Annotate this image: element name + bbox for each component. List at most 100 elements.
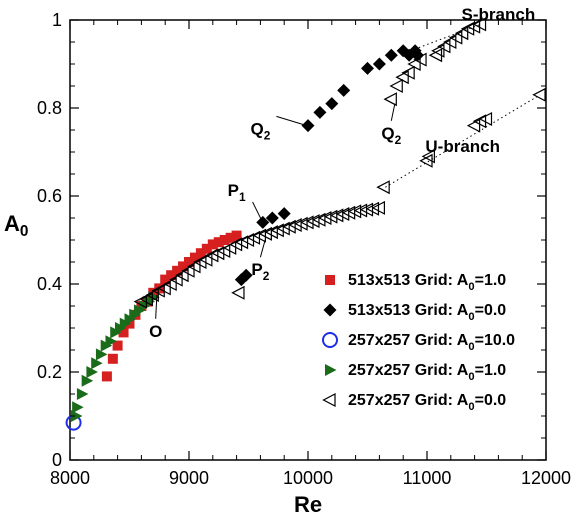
data-point — [294, 216, 308, 231]
data-point — [252, 228, 266, 243]
data-point — [246, 230, 261, 245]
data-point — [133, 294, 147, 309]
data-point — [256, 215, 270, 229]
y-axis-title: A0 — [4, 211, 28, 240]
data-point — [213, 237, 224, 248]
data-point — [532, 87, 546, 102]
data-point — [107, 353, 118, 364]
data-point — [337, 83, 351, 97]
annotation-label: P1 — [228, 181, 246, 204]
annotation-leader — [252, 201, 263, 221]
data-point — [91, 357, 103, 370]
data-point — [178, 261, 189, 272]
axes: 8000 9000 10000 11000 12000 0 0.2 0.4 0.6 0.8 1 Re A… — [4, 10, 571, 516]
data-point — [312, 212, 326, 227]
annotation-leader — [155, 294, 158, 319]
data-point — [384, 48, 398, 62]
legend-label: 513x513 Grid: A0=0.0 — [348, 302, 506, 323]
legend-marker — [323, 303, 337, 317]
data-point — [288, 218, 302, 233]
data-point — [201, 243, 212, 254]
data-point — [219, 235, 230, 245]
data-point — [105, 335, 117, 348]
legend-label: 513x513 Grid: A0=1.0 — [348, 272, 506, 293]
data-point — [466, 118, 481, 133]
data-point — [389, 79, 403, 93]
annotation-label: Q2 — [250, 119, 270, 142]
series-0 — [101, 230, 242, 382]
data-point — [365, 201, 380, 216]
dotted-lines — [385, 23, 541, 188]
data-point — [181, 263, 195, 278]
data-point — [371, 200, 385, 215]
data-point — [359, 202, 374, 217]
data-point — [335, 207, 350, 222]
annotation-label: S-branch — [462, 5, 536, 24]
series-4 — [133, 17, 546, 309]
data-point — [76, 388, 89, 400]
x-tick-label: 12000 — [521, 468, 571, 488]
data-point — [270, 223, 284, 238]
data-point — [231, 285, 245, 300]
data-point — [172, 265, 183, 276]
data-point — [318, 211, 332, 225]
data-point — [410, 48, 424, 62]
data-point — [329, 208, 344, 223]
data-point — [160, 274, 171, 285]
data-point — [347, 204, 362, 219]
data-point — [372, 57, 386, 71]
data-point — [265, 211, 279, 225]
data-point — [189, 252, 200, 263]
legend-marker — [325, 275, 335, 285]
x-tick-label: 11000 — [403, 468, 452, 488]
x-axis-title: Re — [294, 492, 322, 516]
data-point — [325, 97, 339, 111]
data-point — [421, 149, 435, 164]
data-point — [478, 112, 493, 126]
data-point — [184, 257, 194, 267]
data-point — [240, 233, 255, 247]
data-point — [264, 225, 278, 240]
dotted-line — [385, 94, 541, 188]
data-point — [300, 215, 314, 230]
legend-label: 257x257 Grid: A0=0.0 — [348, 392, 506, 413]
data-point — [431, 43, 445, 58]
annotation-label: U-branch — [425, 137, 500, 156]
data-point — [157, 281, 171, 296]
data-point — [139, 292, 153, 307]
data-point — [166, 270, 177, 281]
data-point — [86, 366, 98, 378]
data-point — [276, 221, 290, 236]
data-point — [353, 203, 368, 218]
annotations: S-branch U-branch Q2 Q2 P1 P2 O — [149, 5, 535, 341]
data-point — [413, 52, 427, 67]
data-point — [383, 92, 397, 107]
annotation-label: O — [149, 322, 162, 341]
data-point — [70, 410, 83, 422]
data-point — [454, 26, 469, 41]
x-tick-label: 10000 — [283, 468, 333, 488]
data-point — [175, 268, 189, 283]
data-point — [112, 340, 123, 351]
data-point — [282, 219, 296, 234]
data-point — [210, 246, 225, 261]
annotation-label: Q2 — [381, 124, 401, 147]
data-point — [205, 248, 219, 263]
data-point — [460, 21, 475, 36]
data-point — [407, 57, 421, 71]
data-point — [207, 239, 218, 250]
y-tick-label: 0.2 — [37, 362, 62, 382]
annotation-leader — [259, 239, 266, 258]
y-tick-label: 0 — [52, 450, 62, 470]
y-tick-label: 1 — [52, 10, 62, 30]
dotted-line — [410, 23, 481, 52]
annotation-leader — [390, 103, 396, 121]
data-point — [151, 283, 165, 298]
data-point — [401, 65, 415, 80]
annotation-leader — [276, 115, 307, 127]
y-tick-label: 0.6 — [37, 186, 62, 206]
data-point — [239, 268, 253, 282]
data-point — [163, 277, 177, 291]
y-tick-label: 0.4 — [37, 274, 62, 294]
